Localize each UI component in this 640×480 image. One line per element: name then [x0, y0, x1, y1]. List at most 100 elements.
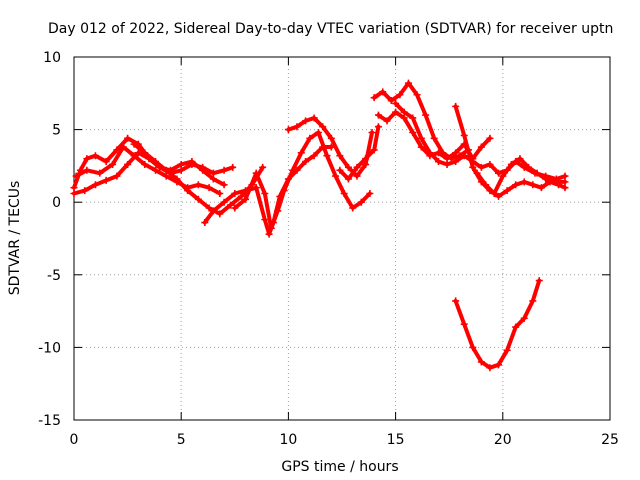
data-point-10-8 — [460, 152, 468, 160]
data-point-8-4 — [404, 79, 412, 87]
data-point-11-7 — [512, 181, 520, 189]
data-point-7-0 — [336, 166, 344, 174]
data-point-7-5 — [374, 123, 382, 131]
data-point-1-14 — [220, 181, 228, 189]
data-point-4-5 — [252, 184, 260, 192]
data-point-10-5 — [434, 158, 442, 166]
data-point-3-3 — [162, 166, 170, 174]
data-point-3-9 — [227, 201, 235, 209]
data-point-12-1 — [482, 181, 490, 189]
series-line-11 — [453, 104, 567, 199]
data-point-1-12 — [199, 166, 207, 174]
data-point-6-2 — [302, 117, 310, 125]
data-point-5-12 — [332, 172, 340, 180]
data-point-3-1 — [141, 149, 149, 157]
data-point-12-7 — [533, 169, 541, 177]
data-point-11-8 — [520, 178, 528, 186]
data-point-4-0 — [201, 219, 209, 227]
data-point-8-5 — [413, 91, 421, 99]
data-point-10-2 — [409, 114, 417, 122]
data-point-8-0 — [370, 94, 378, 102]
data-point-8-3 — [396, 91, 404, 99]
data-point-3-7 — [205, 204, 213, 212]
data-point-12-5 — [516, 155, 524, 163]
y-tick-label-4: 5 — [52, 123, 61, 139]
data-point-11-10 — [537, 184, 545, 192]
x-tick-label-5: 25 — [601, 432, 619, 448]
data-point-1-4 — [113, 172, 121, 180]
data-point-1-6 — [134, 149, 142, 157]
data-point-5-9 — [306, 134, 314, 142]
data-point-2-3 — [109, 160, 117, 168]
data-point-3-12 — [259, 163, 267, 171]
data-point-9-7 — [434, 149, 442, 157]
data-point-2-13 — [216, 189, 224, 197]
data-point-5-1 — [242, 195, 250, 203]
data-point-9-0 — [374, 111, 382, 119]
data-point-4-13 — [310, 152, 318, 160]
data-point-4-2 — [220, 198, 228, 206]
y-tick-label-1: -10 — [38, 340, 61, 356]
data-point-5-15 — [357, 198, 365, 206]
data-point-8-2 — [387, 97, 395, 105]
data-point-1-10 — [177, 160, 185, 168]
grid-lines — [74, 57, 610, 420]
series-track-13 — [473, 155, 569, 197]
data-point-10-4 — [426, 149, 434, 157]
data-point-10-6 — [443, 160, 451, 168]
data-point-9-1 — [383, 117, 391, 125]
data-point-2-5 — [130, 152, 138, 160]
data-point-3-4 — [173, 175, 181, 183]
data-point-5-14 — [349, 204, 357, 212]
data-point-12-4 — [507, 160, 515, 168]
data-point-10-11 — [486, 160, 494, 168]
data-point-5-0 — [231, 204, 239, 212]
data-point-11-9 — [529, 181, 537, 189]
data-point-1-1 — [81, 187, 89, 195]
data-point-4-3 — [231, 189, 239, 197]
data-point-5-2 — [252, 169, 260, 177]
series-track-4 — [130, 140, 267, 218]
data-point-10-7 — [452, 158, 460, 166]
data-point-6-3 — [310, 114, 318, 122]
data-point-12-9 — [550, 178, 558, 186]
data-point-2-0 — [72, 172, 80, 180]
data-point-5-5 — [274, 207, 282, 215]
x-tick-label-3: 15 — [387, 432, 405, 448]
data-point-11-2 — [469, 163, 477, 171]
data-point-7-3 — [362, 155, 370, 163]
data-point-11-5 — [495, 192, 503, 200]
plot-frame — [73, 56, 611, 421]
data-point-9-5 — [417, 143, 425, 151]
data-point-1-2 — [91, 181, 99, 189]
data-point-10-10 — [477, 163, 485, 171]
data-point-8-7 — [430, 134, 438, 142]
series-track-14 — [452, 277, 543, 372]
x-tick-label-4: 20 — [494, 432, 512, 448]
data-point-0-16 — [229, 163, 237, 171]
data-point-5-7 — [289, 166, 297, 174]
data-point-6-8 — [353, 172, 361, 180]
data-point-13-0 — [452, 297, 460, 305]
data-point-4-7 — [265, 230, 273, 238]
data-point-0-4 — [102, 158, 110, 166]
data-point-13-8 — [520, 314, 528, 322]
data-point-6-6 — [336, 152, 344, 160]
data-point-12-8 — [542, 175, 550, 183]
data-point-11-1 — [460, 131, 468, 139]
data-point-12-10 — [561, 178, 569, 186]
y-axis-label: SDTVAR / TECUs — [7, 181, 23, 296]
data-point-2-6 — [141, 160, 149, 168]
data-series — [70, 79, 569, 372]
data-point-12-2 — [490, 189, 498, 197]
data-point-2-1 — [83, 166, 91, 174]
series-line-7 — [337, 124, 381, 181]
data-point-5-4 — [267, 224, 275, 232]
data-point-4-12 — [302, 158, 310, 166]
data-point-12-6 — [525, 163, 533, 171]
data-point-6-1 — [293, 123, 301, 131]
data-point-7-2 — [353, 163, 361, 171]
data-point-9-13 — [486, 134, 494, 142]
